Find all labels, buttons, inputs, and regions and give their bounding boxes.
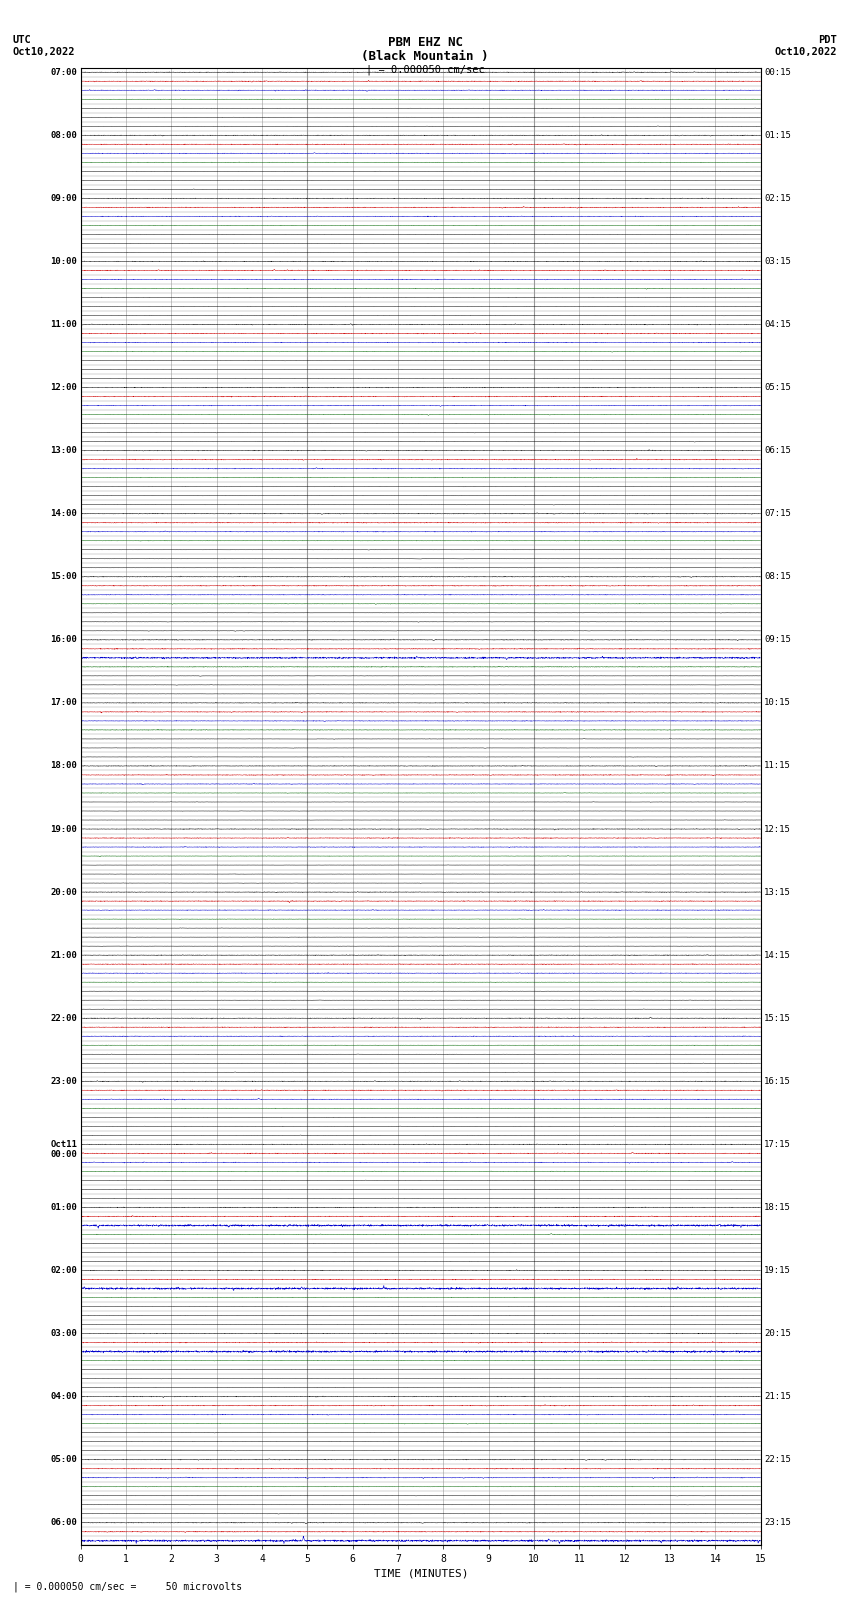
Text: 02:00: 02:00 (50, 1266, 77, 1274)
Text: 13:15: 13:15 (764, 887, 791, 897)
Text: PBM EHZ NC: PBM EHZ NC (388, 35, 462, 50)
Text: 02:15: 02:15 (764, 194, 791, 203)
Text: 19:00: 19:00 (50, 824, 77, 834)
Text: UTC: UTC (13, 35, 31, 45)
Text: 04:00: 04:00 (50, 1392, 77, 1402)
Text: 06:00: 06:00 (50, 1518, 77, 1528)
Text: Oct10,2022: Oct10,2022 (13, 47, 76, 56)
Text: 03:00: 03:00 (50, 1329, 77, 1339)
Text: 18:15: 18:15 (764, 1203, 791, 1211)
Text: Oct11
00:00: Oct11 00:00 (50, 1140, 77, 1160)
Text: 09:00: 09:00 (50, 194, 77, 203)
Text: 01:15: 01:15 (764, 131, 791, 140)
Text: PDT: PDT (819, 35, 837, 45)
Text: 05:00: 05:00 (50, 1455, 77, 1465)
Text: 08:15: 08:15 (764, 573, 791, 581)
Text: 14:00: 14:00 (50, 510, 77, 518)
Text: 20:00: 20:00 (50, 887, 77, 897)
Text: 12:15: 12:15 (764, 824, 791, 834)
Text: 23:15: 23:15 (764, 1518, 791, 1528)
Text: 10:00: 10:00 (50, 256, 77, 266)
Text: 01:00: 01:00 (50, 1203, 77, 1211)
Text: 00:15: 00:15 (764, 68, 791, 77)
Text: Oct10,2022: Oct10,2022 (774, 47, 837, 56)
Text: 04:15: 04:15 (764, 319, 791, 329)
Text: 16:00: 16:00 (50, 636, 77, 644)
Text: 11:15: 11:15 (764, 761, 791, 771)
Text: | = 0.000050 cm/sec: | = 0.000050 cm/sec (366, 65, 484, 76)
Text: 19:15: 19:15 (764, 1266, 791, 1274)
Text: 13:00: 13:00 (50, 447, 77, 455)
Text: 09:15: 09:15 (764, 636, 791, 644)
Text: 08:00: 08:00 (50, 131, 77, 140)
Text: 10:15: 10:15 (764, 698, 791, 708)
Text: 17:15: 17:15 (764, 1140, 791, 1148)
Text: 14:15: 14:15 (764, 950, 791, 960)
Text: (Black Mountain ): (Black Mountain ) (361, 50, 489, 63)
Text: 07:15: 07:15 (764, 510, 791, 518)
Text: 17:00: 17:00 (50, 698, 77, 708)
Text: 21:15: 21:15 (764, 1392, 791, 1402)
Text: | = 0.000050 cm/sec =     50 microvolts: | = 0.000050 cm/sec = 50 microvolts (13, 1581, 242, 1592)
Text: 05:15: 05:15 (764, 382, 791, 392)
Text: 07:00: 07:00 (50, 68, 77, 77)
Text: 06:15: 06:15 (764, 447, 791, 455)
Text: 15:15: 15:15 (764, 1013, 791, 1023)
Text: 12:00: 12:00 (50, 382, 77, 392)
Text: 22:15: 22:15 (764, 1455, 791, 1465)
Text: 15:00: 15:00 (50, 573, 77, 581)
Text: 21:00: 21:00 (50, 950, 77, 960)
Text: 16:15: 16:15 (764, 1077, 791, 1086)
Text: 03:15: 03:15 (764, 256, 791, 266)
Text: 11:00: 11:00 (50, 319, 77, 329)
Text: 22:00: 22:00 (50, 1013, 77, 1023)
Text: 20:15: 20:15 (764, 1329, 791, 1339)
X-axis label: TIME (MINUTES): TIME (MINUTES) (373, 1568, 468, 1579)
Text: 23:00: 23:00 (50, 1077, 77, 1086)
Text: 18:00: 18:00 (50, 761, 77, 771)
